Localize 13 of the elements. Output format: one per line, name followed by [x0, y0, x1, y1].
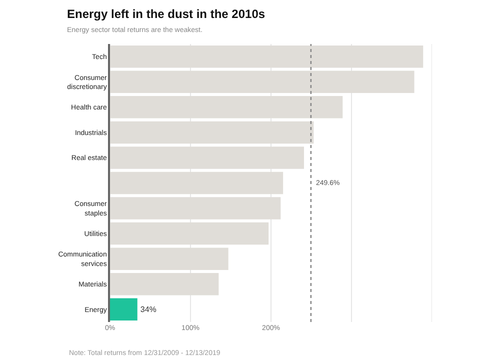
data-label: 34% — [140, 304, 156, 314]
bar — [110, 146, 304, 169]
bar — [110, 298, 138, 320]
bar — [110, 46, 424, 68]
bar — [110, 222, 269, 245]
bar — [110, 172, 284, 194]
bar — [110, 197, 281, 220]
bar — [110, 96, 343, 118]
bar — [110, 272, 219, 296]
bar — [110, 121, 314, 144]
bar — [110, 70, 414, 94]
chart-title: Energy left in the dust in the 2010s — [67, 7, 266, 21]
bar — [110, 248, 228, 270]
